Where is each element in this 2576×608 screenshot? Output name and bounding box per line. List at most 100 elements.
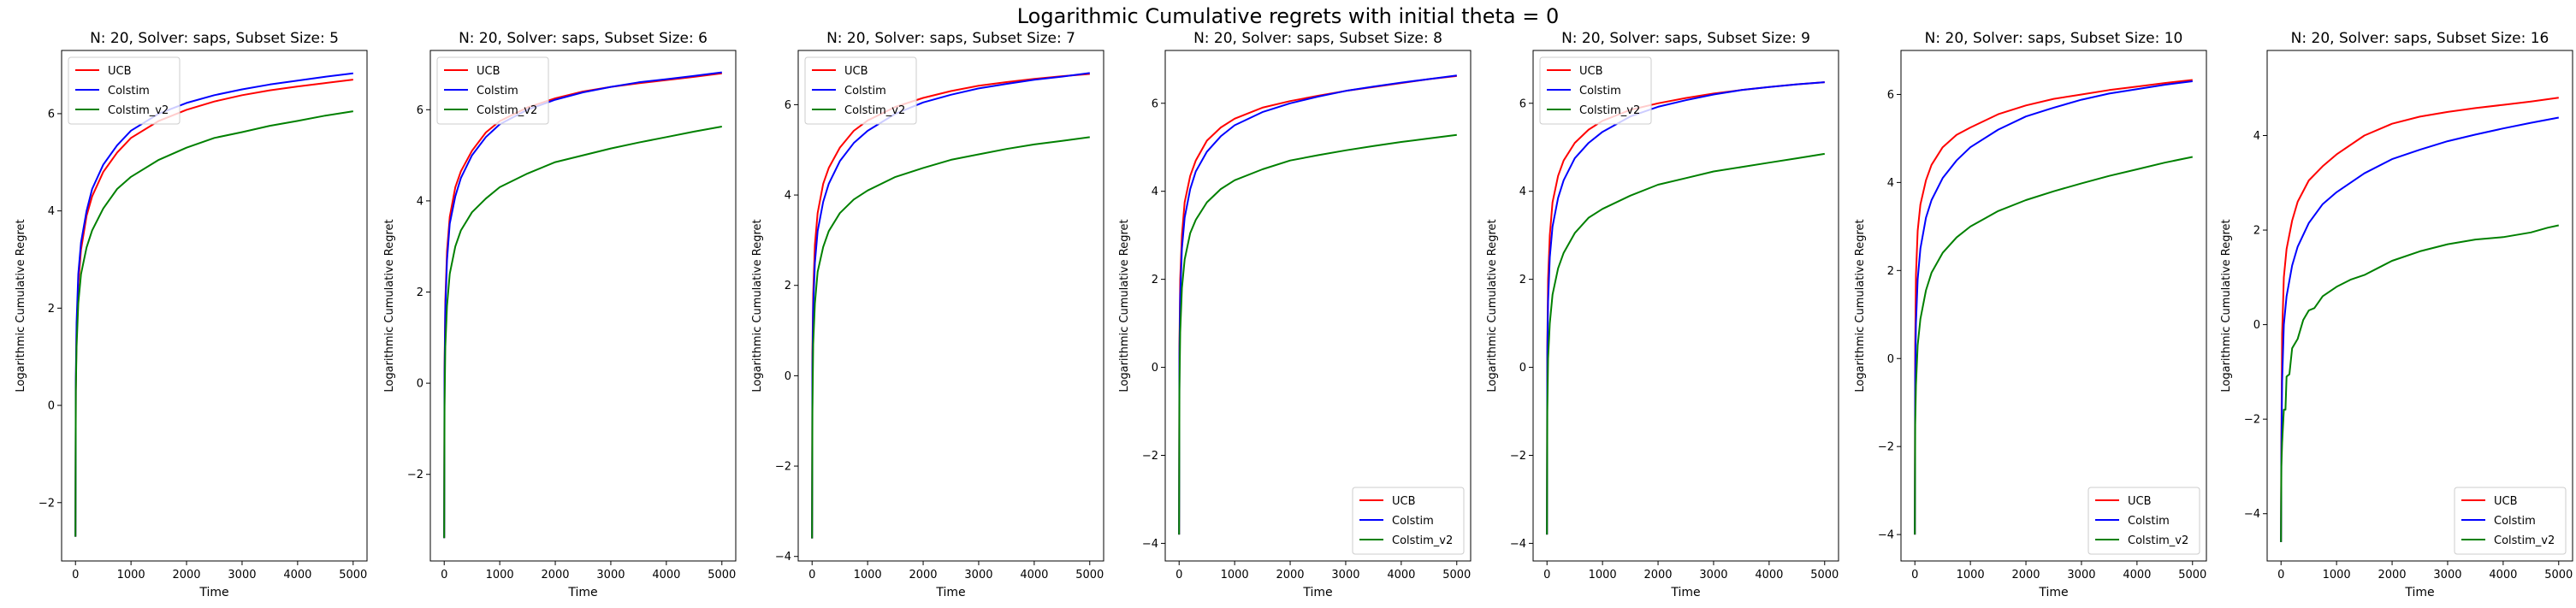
y-axis-label: Logarithmic Cumulative Regret <box>383 219 396 392</box>
legend-label: Colstim_v2 <box>1579 104 1640 117</box>
series-line-ucb <box>2280 97 2559 542</box>
x-tick-label: 3000 <box>2067 569 2095 581</box>
y-axis-label: Logarithmic Cumulative Regret <box>15 219 27 392</box>
plot-frame <box>429 50 737 562</box>
series-line-ucb <box>1178 74 1457 535</box>
x-tick-label: 4000 <box>283 569 311 581</box>
plot-frame <box>61 50 368 562</box>
x-tick-label: 3000 <box>1699 569 1727 581</box>
x-tick-label: 2000 <box>541 569 569 581</box>
y-tick-label: −4 <box>1510 538 1526 551</box>
series-line-colstim-v2 <box>443 126 722 539</box>
y-tick-label: 0 <box>417 378 423 391</box>
y-tick-label: −2 <box>1878 441 1894 454</box>
x-axis-label: Time <box>2404 586 2434 599</box>
legend-label: Colstim <box>108 85 150 97</box>
x-tick-label: 2000 <box>909 569 937 581</box>
legend: UCB Colstim Colstim_v2 <box>2454 487 2567 555</box>
subplot-2: N: 20, Solver: saps, Subset Size: 6 0 1000… <box>383 30 737 599</box>
series-line-ucb <box>443 72 722 539</box>
x-tick-label: 2000 <box>172 569 200 581</box>
series-line-colstim-v2 <box>1914 156 2194 535</box>
x-tick-label: 2000 <box>1643 569 1672 581</box>
subplot-title: N: 20, Solver: saps, Subset Size: 8 <box>1193 30 1442 47</box>
x-tick-label: 4000 <box>1020 569 1048 581</box>
x-tick-label: 1000 <box>1221 569 1249 581</box>
legend-label: UCB <box>844 65 868 78</box>
plot-frame <box>1164 50 1472 562</box>
legend: UCB Colstim Colstim_v2 <box>436 56 549 125</box>
series-line-colstim <box>1914 80 2193 535</box>
x-tick-label: 1000 <box>1589 569 1617 581</box>
x-tick-label: 3000 <box>228 569 256 581</box>
y-axis-label: Logarithmic Cumulative Regret <box>1854 219 1867 392</box>
legend-label: UCB <box>1579 65 1603 78</box>
y-tick-label: 4 <box>2253 130 2260 143</box>
x-tick-label: 5000 <box>708 569 736 581</box>
y-tick-label: 2 <box>417 286 423 299</box>
y-tick-label: −2 <box>2244 414 2260 427</box>
subplot-3: N: 20, Solver: saps, Subset Size: 7 0 1000… <box>751 30 1104 599</box>
legend: UCB Colstim Colstim_v2 <box>68 56 181 125</box>
x-tick-label: 1000 <box>486 569 514 581</box>
series-lines <box>2280 97 2560 542</box>
y-tick-label: 6 <box>48 108 55 121</box>
plot-frame <box>1900 50 2207 562</box>
x-tick-label: 3000 <box>596 569 625 581</box>
y-tick-label: 4 <box>1519 186 1526 198</box>
y-tick-label: 4 <box>417 195 423 208</box>
x-axis-label: Time <box>1302 586 1332 599</box>
y-tick-label: −4 <box>2244 508 2260 521</box>
y-tick-label: 0 <box>785 370 791 383</box>
series-lines <box>1178 74 1457 535</box>
x-tick-label: 4000 <box>1755 569 1783 581</box>
x-tick-label: 4000 <box>652 569 680 581</box>
x-tick-label: 5000 <box>1810 569 1839 581</box>
y-tick-label: 0 <box>1887 353 1894 366</box>
y-axis-label: Logarithmic Cumulative Regret <box>751 219 764 392</box>
legend-label: UCB <box>1392 495 1416 508</box>
x-tick-label: 0 <box>72 569 79 581</box>
x-tick-label: 3000 <box>1331 569 1359 581</box>
series-line-colstim-v2 <box>1178 133 1457 535</box>
y-tick-label: 4 <box>1152 186 1158 198</box>
series-lines <box>74 72 353 537</box>
y-tick-label: 4 <box>1887 177 1894 190</box>
series-line-ucb <box>1914 79 2193 535</box>
legend-label: UCB <box>2128 495 2152 508</box>
x-tick-label: 0 <box>1911 569 1918 581</box>
subplot-title: N: 20, Solver: saps, Subset Size: 6 <box>459 30 708 47</box>
legend-label: UCB <box>477 65 500 78</box>
legend-label: Colstim <box>1579 85 1621 97</box>
y-tick-label: −4 <box>1878 529 1894 542</box>
y-tick-label: 2 <box>1519 274 1526 286</box>
subplot-title: N: 20, Solver: saps, Subset Size: 9 <box>1561 30 1810 47</box>
legend: UCB Colstim Colstim_v2 <box>2087 487 2200 555</box>
y-tick-label: −2 <box>1142 450 1158 463</box>
x-tick-label: 5000 <box>1075 569 1104 581</box>
legend-label: Colstim_v2 <box>1392 534 1453 547</box>
y-tick-label: −2 <box>1510 450 1526 463</box>
legend-label: Colstim_v2 <box>2494 534 2555 547</box>
legend-label: Colstim_v2 <box>108 104 169 117</box>
y-tick-label: 4 <box>785 190 791 203</box>
series-line-colstim <box>74 72 353 537</box>
y-tick-label: 0 <box>2253 319 2260 332</box>
y-axis-label: Logarithmic Cumulative Regret <box>1486 219 1499 392</box>
x-tick-label: 0 <box>1543 569 1550 581</box>
x-tick-label: 2000 <box>2378 569 2406 581</box>
legend-box <box>2454 487 2567 555</box>
legend-box <box>68 56 181 125</box>
legend: UCB Colstim Colstim_v2 <box>1539 56 1652 125</box>
y-tick-label: 2 <box>2253 225 2260 238</box>
series-line-ucb <box>811 73 1090 539</box>
figure-suptitle: Logarithmic Cumulative regrets with init… <box>1016 4 1560 28</box>
y-tick-label: −2 <box>775 461 791 474</box>
series-line-colstim-v2 <box>74 110 353 537</box>
x-axis-label: Time <box>2038 586 2068 599</box>
y-tick-label: 6 <box>785 99 791 112</box>
series-line-ucb <box>74 79 353 537</box>
x-tick-label: 4000 <box>1387 569 1415 581</box>
subplot-title: N: 20, Solver: saps, Subset Size: 5 <box>90 30 339 47</box>
legend-label: Colstim_v2 <box>844 104 905 117</box>
